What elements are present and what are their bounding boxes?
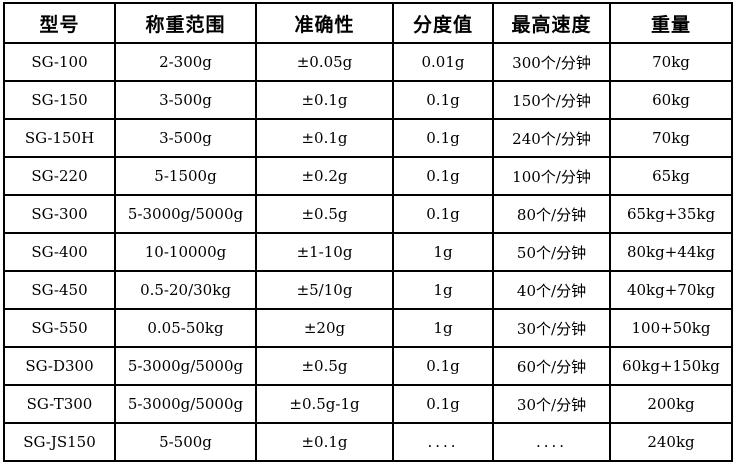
cell-speed: 30个/分钟 [492, 308, 611, 348]
table-row: SG-150H 3-500g ±0.1g 0.1g 240个/分钟 70kg [3, 118, 733, 158]
cell-division: 0.01g [392, 42, 494, 82]
cell-division: 1g [392, 308, 494, 348]
table-row: SG-300 5-3000g/5000g ±0.5g 0.1g 80个/分钟 65kg+3… [3, 194, 733, 234]
column-header-weight: 重量 [609, 2, 733, 44]
column-header-model: 型号 [3, 2, 116, 44]
cell-accuracy: ±0.05g [255, 42, 394, 82]
cell-model: SG-JS150 [3, 422, 116, 462]
cell-range: 5-1500g [114, 156, 257, 196]
cell-model: SG-450 [3, 270, 116, 310]
column-header-speed: 最高速度 [492, 2, 611, 44]
cell-range: 0.05-50kg [114, 308, 257, 348]
cell-weight: 70kg [609, 118, 733, 158]
cell-division: 0.1g [392, 118, 494, 158]
table-body: SG-100 2-300g ±0.05g 0.01g 300个/分钟 70kg SG-150… [3, 42, 733, 462]
cell-range: 3-500g [114, 118, 257, 158]
cell-model: SG-D300 [3, 346, 116, 386]
cell-accuracy: ±0.1g [255, 80, 394, 120]
cell-accuracy: ±0.1g [255, 118, 394, 158]
cell-accuracy: ±0.5g [255, 346, 394, 386]
table-row: SG-220 5-1500g ±0.2g 0.1g 100个/分钟 65kg [3, 156, 733, 196]
cell-speed: 80个/分钟 [492, 194, 611, 234]
cell-range: 5-3000g/5000g [114, 384, 257, 424]
cell-range: 10-10000g [114, 232, 257, 272]
table-row: SG-150 3-500g ±0.1g 0.1g 150个/分钟 60kg [3, 80, 733, 120]
cell-weight: 80kg+44kg [609, 232, 733, 272]
cell-model: SG-150 [3, 80, 116, 120]
table-header: 型号 称重范围 准确性 分度值 最高速度 重量 [3, 2, 733, 44]
cell-range: 0.5-20/30kg [114, 270, 257, 310]
cell-accuracy: ±5/10g [255, 270, 394, 310]
table-row: SG-100 2-300g ±0.05g 0.01g 300个/分钟 70kg [3, 42, 733, 82]
cell-speed: .... [492, 422, 611, 462]
cell-division: 0.1g [392, 194, 494, 234]
cell-model: SG-300 [3, 194, 116, 234]
cell-range: 5-3000g/5000g [114, 346, 257, 386]
cell-accuracy: ±0.5g-1g [255, 384, 394, 424]
cell-model: SG-220 [3, 156, 116, 196]
cell-speed: 50个/分钟 [492, 232, 611, 272]
spec-table-container: 型号 称重范围 准确性 分度值 最高速度 重量 SG-100 2-300g ±0.0… [3, 2, 733, 462]
cell-accuracy: ±0.5g [255, 194, 394, 234]
cell-speed: 60个/分钟 [492, 346, 611, 386]
cell-weight: 40kg+70kg [609, 270, 733, 310]
column-header-division: 分度值 [392, 2, 494, 44]
cell-weight: 60kg+150kg [609, 346, 733, 386]
cell-division: 0.1g [392, 346, 494, 386]
cell-speed: 40个/分钟 [492, 270, 611, 310]
cell-accuracy: ±0.2g [255, 156, 394, 196]
cell-model: SG-150H [3, 118, 116, 158]
product-specification-table: 型号 称重范围 准确性 分度值 最高速度 重量 SG-100 2-300g ±0.0… [3, 2, 733, 462]
cell-weight: 200kg [609, 384, 733, 424]
cell-model: SG-T300 [3, 384, 116, 424]
cell-accuracy: ±0.1g [255, 422, 394, 462]
cell-weight: 60kg [609, 80, 733, 120]
cell-division: 1g [392, 270, 494, 310]
cell-weight: 65kg+35kg [609, 194, 733, 234]
cell-division: 0.1g [392, 156, 494, 196]
cell-model: SG-400 [3, 232, 116, 272]
cell-weight: 100+50kg [609, 308, 733, 348]
cell-weight: 65kg [609, 156, 733, 196]
cell-speed: 240个/分钟 [492, 118, 611, 158]
cell-division: 0.1g [392, 384, 494, 424]
cell-weight: 70kg [609, 42, 733, 82]
table-row: SG-JS150 5-500g ±0.1g........ 240kg [3, 422, 733, 462]
table-row: SG-400 10-10000g ±1-10g 1g 50个/分钟 80kg+44kg [3, 232, 733, 272]
table-row: SG-550 0.05-50kg ±20g 1g 30个/分钟 100+50kg [3, 308, 733, 348]
header-row: 型号 称重范围 准确性 分度值 最高速度 重量 [3, 2, 733, 44]
cell-accuracy: ±1-10g [255, 232, 394, 272]
column-header-accuracy: 准确性 [255, 2, 394, 44]
cell-range: 5-500g [114, 422, 257, 462]
cell-accuracy: ±20g [255, 308, 394, 348]
cell-model: SG-100 [3, 42, 116, 82]
cell-division: 1g [392, 232, 494, 272]
cell-model: SG-550 [3, 308, 116, 348]
table-row: SG-450 0.5-20/30kg ±5/10g 1g 40个/分钟 40kg+70kg [3, 270, 733, 310]
cell-speed: 30个/分钟 [492, 384, 611, 424]
table-row: SG-D300 5-3000g/5000g ±0.5g 0.1g 60个/分钟 60kg+… [3, 346, 733, 386]
cell-weight: 240kg [609, 422, 733, 462]
column-header-range: 称重范围 [114, 2, 257, 44]
cell-range: 5-3000g/5000g [114, 194, 257, 234]
cell-range: 2-300g [114, 42, 257, 82]
cell-division: 0.1g [392, 80, 494, 120]
cell-speed: 100个/分钟 [492, 156, 611, 196]
cell-speed: 150个/分钟 [492, 80, 611, 120]
table-row: SG-T300 5-3000g/5000g ±0.5g-1g 0.1g 30个/分钟 20… [3, 384, 733, 424]
cell-division: .... [392, 422, 494, 462]
cell-speed: 300个/分钟 [492, 42, 611, 82]
cell-range: 3-500g [114, 80, 257, 120]
